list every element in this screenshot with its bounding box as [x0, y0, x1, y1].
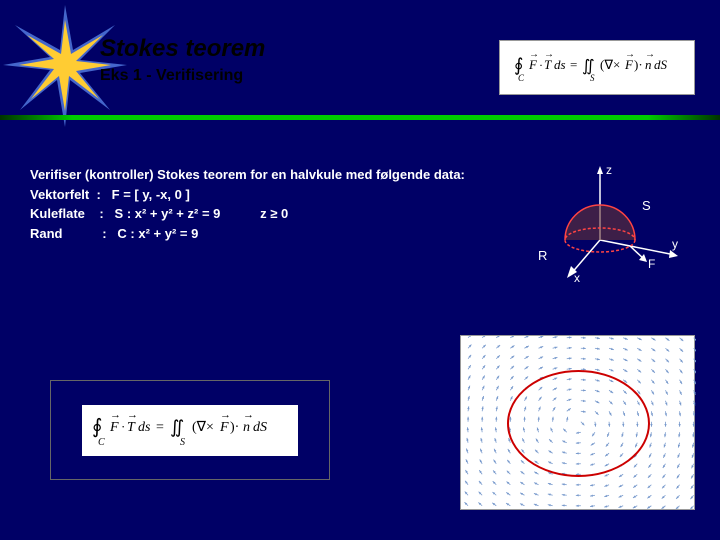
svg-text:→: → — [127, 409, 138, 421]
problem-intro: Verifiser (kontroller) Stokes teorem for… — [30, 165, 465, 185]
vector-field-plot — [460, 335, 695, 510]
title-block: Stokes teorem Eks 1 - Verifisering — [100, 35, 265, 85]
svg-text:(∇×: (∇× — [192, 420, 214, 435]
svg-text:C: C — [518, 73, 525, 83]
svg-text:→: → — [529, 49, 539, 60]
svg-text:F: F — [219, 420, 229, 435]
vektorfelt-line: Vektorfelt : F = [ y, -x, 0 ] — [30, 185, 465, 205]
svg-text:→: → — [110, 409, 121, 421]
kuleflate-line: Kuleflate : S : x² + y² + z² = 9 z ≥ 0 — [30, 204, 465, 224]
svg-text:∮: ∮ — [514, 55, 523, 75]
svg-text:·: · — [121, 419, 125, 434]
force-label: F — [648, 257, 655, 271]
hemisphere-diagram: z y x S R F — [520, 160, 680, 290]
stokes-formula-bottom: ∮ C F → · T → ds = ∬ S (∇× F → )· n → dS — [50, 380, 330, 480]
svg-text:·: · — [539, 58, 543, 72]
svg-text:)·: )· — [634, 57, 643, 72]
y-axis-label: y — [672, 237, 678, 251]
svg-text:S: S — [180, 437, 185, 447]
x-axis-label: x — [574, 271, 580, 285]
svg-text:=: = — [570, 57, 577, 72]
svg-text:=: = — [156, 420, 164, 435]
svg-text:ds: ds — [554, 57, 566, 72]
surface-label: S — [642, 198, 651, 213]
stokes-formula-top: ∮ C F → · T → ds = ∬ S (∇× F → )· n → dS — [499, 40, 695, 95]
svg-text:n: n — [243, 420, 250, 435]
header: Stokes teorem Eks 1 - Verifisering ∮ C F… — [0, 0, 720, 130]
divider-line — [0, 115, 720, 120]
svg-text:)·: )· — [230, 420, 239, 435]
svg-text:dS: dS — [654, 57, 668, 72]
svg-text:F: F — [109, 420, 119, 435]
svg-text:(∇×: (∇× — [600, 57, 620, 72]
z-axis-label: z — [606, 163, 612, 177]
svg-text:S: S — [590, 73, 595, 83]
svg-text:T: T — [127, 420, 136, 435]
svg-text:→: → — [544, 49, 554, 60]
rand-line: Rand : C : x² + y² = 9 — [30, 224, 465, 244]
svg-text:dS: dS — [253, 420, 267, 435]
page-title: Stokes teorem — [100, 35, 265, 63]
svg-text:∮: ∮ — [92, 416, 102, 438]
problem-text: Verifiser (kontroller) Stokes teorem for… — [30, 165, 465, 243]
svg-text:∬: ∬ — [170, 417, 184, 437]
svg-text:C: C — [98, 437, 105, 447]
svg-text:ds: ds — [138, 420, 151, 435]
page-subtitle: Eks 1 - Verifisering — [100, 67, 265, 85]
region-label: R — [538, 248, 547, 263]
